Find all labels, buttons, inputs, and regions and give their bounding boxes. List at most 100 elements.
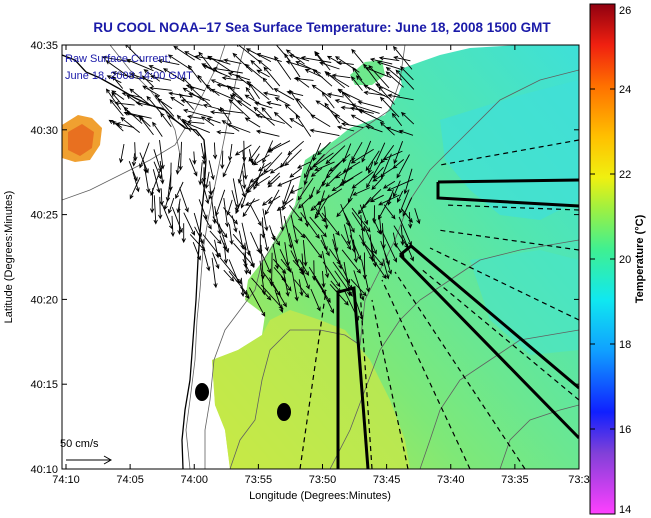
current-vector-arrow <box>380 153 392 179</box>
current-vector-arrow <box>115 122 135 128</box>
current-vector-arrow <box>209 110 231 115</box>
current-vector-arrow <box>400 66 414 81</box>
current-vector-arrow <box>334 167 353 179</box>
current-vector-arrow <box>186 119 205 125</box>
current-vector-arrow <box>304 154 315 179</box>
current-vector-arrow <box>111 71 141 80</box>
current-vector-arrow <box>353 270 365 301</box>
current-vector-arrow <box>350 148 374 164</box>
current-vector-arrow <box>382 258 390 280</box>
current-vector-arrow <box>159 160 165 185</box>
current-vector-arrow <box>200 116 215 126</box>
current-vector-arrow <box>126 94 143 107</box>
x-tick-label: 73:35 <box>501 474 529 486</box>
current-vector-arrow <box>309 128 340 137</box>
current-vector-arrow <box>223 198 230 228</box>
current-vector-arrow <box>321 212 340 236</box>
current-vector-arrow <box>246 177 260 194</box>
current-vector-arrow <box>262 77 274 91</box>
current-vector-arrow <box>171 207 183 233</box>
current-vector-arrow <box>378 194 392 220</box>
current-vector-arrow <box>202 103 220 110</box>
current-vector-arrow <box>163 187 172 211</box>
current-vector-arrow <box>264 189 280 216</box>
current-vector-arrow <box>202 214 212 230</box>
y-tick-label: 40:25 <box>30 210 58 222</box>
current-vector-arrow <box>289 89 303 109</box>
current-vector-arrow <box>175 153 181 175</box>
current-vector-arrow <box>325 145 346 165</box>
current-vector-arrow <box>321 270 326 289</box>
y-tick-label: 40:10 <box>30 464 58 476</box>
current-vector-arrow <box>314 161 335 171</box>
current-vector-arrow <box>183 212 195 236</box>
current-vector-arrow <box>192 242 201 261</box>
current-vector-arrow <box>267 140 291 153</box>
current-vector-arrow <box>386 178 414 192</box>
current-vector-arrow <box>324 102 341 124</box>
current-vector-arrow <box>189 234 206 252</box>
current-vector-arrow <box>242 170 247 190</box>
colorbar-tick-label: 20 <box>619 254 631 266</box>
current-vector-arrow <box>341 266 351 284</box>
current-vector-arrow <box>384 252 393 275</box>
current-vector-arrow <box>295 114 312 137</box>
buoy-marker-2 <box>277 403 291 421</box>
y-axis-label: Latitude (Degrees:Minutes) <box>3 191 15 324</box>
current-vector-arrow <box>142 85 161 97</box>
current-vector-arrow <box>336 125 355 132</box>
current-vector-arrow <box>363 84 390 99</box>
current-vector-arrow <box>189 158 198 177</box>
current-vector-arrow <box>223 58 242 65</box>
current-vector-arrow <box>317 141 331 156</box>
current-vector-arrow <box>261 225 269 252</box>
current-vector-arrow <box>396 154 410 179</box>
current-vector-arrow <box>211 257 218 289</box>
colorbar-tick-label: 22 <box>619 169 631 181</box>
current-vector-arrow <box>175 181 184 200</box>
current-vector-arrow <box>373 259 387 280</box>
current-vector-arrow <box>188 92 211 101</box>
current-vector-arrow <box>351 103 380 114</box>
x-axis-label: Longitude (Degrees:Minutes) <box>249 490 391 502</box>
current-vector-arrow <box>210 88 234 100</box>
current-vector-arrow <box>101 55 131 63</box>
current-vector-arrow <box>240 286 250 300</box>
current-vector-arrow <box>135 101 164 109</box>
current-vector-arrow <box>158 196 163 220</box>
current-vector-arrow <box>105 88 122 110</box>
y-axis-ticks: 40:35 40:30 40:25 40:20 40:15 40:10 <box>30 40 579 476</box>
current-vector-arrow <box>329 248 341 266</box>
current-vector-arrow <box>287 140 304 156</box>
current-vector-arrow <box>267 195 281 204</box>
current-vector-arrow <box>154 94 175 117</box>
current-vector-arrow <box>197 74 212 92</box>
current-vector-arrow <box>340 234 352 251</box>
current-vector-arrow <box>303 234 323 259</box>
current-vector-arrow <box>292 224 306 239</box>
current-vector-arrow <box>272 258 287 274</box>
current-vector-arrow <box>387 93 414 101</box>
current-vector-arrow <box>189 86 212 108</box>
current-vector-arrow <box>119 144 125 164</box>
current-vector-arrow <box>357 100 383 109</box>
current-vector-arrow <box>363 225 377 255</box>
current-vector-arrow <box>349 106 374 114</box>
current-vector-arrow <box>325 72 350 88</box>
current-vector-arrow <box>334 114 350 126</box>
current-vector-arrow <box>382 150 403 160</box>
current-vector-arrow <box>301 269 310 290</box>
current-vector-arrow <box>114 101 135 106</box>
current-vector-arrow <box>289 167 302 178</box>
current-vector-arrow <box>385 66 403 81</box>
current-vector-arrow <box>302 240 308 267</box>
current-vector-arrow <box>157 58 180 66</box>
current-vector-arrow <box>186 114 202 120</box>
current-vector-arrow <box>139 115 154 136</box>
current-vector-arrow <box>383 204 396 220</box>
scale-arrow-head <box>103 455 113 465</box>
current-vector-arrow <box>167 115 185 127</box>
current-vector-arrow <box>314 51 331 71</box>
current-vector-arrow <box>193 212 203 238</box>
current-vector-arrow <box>209 230 222 245</box>
